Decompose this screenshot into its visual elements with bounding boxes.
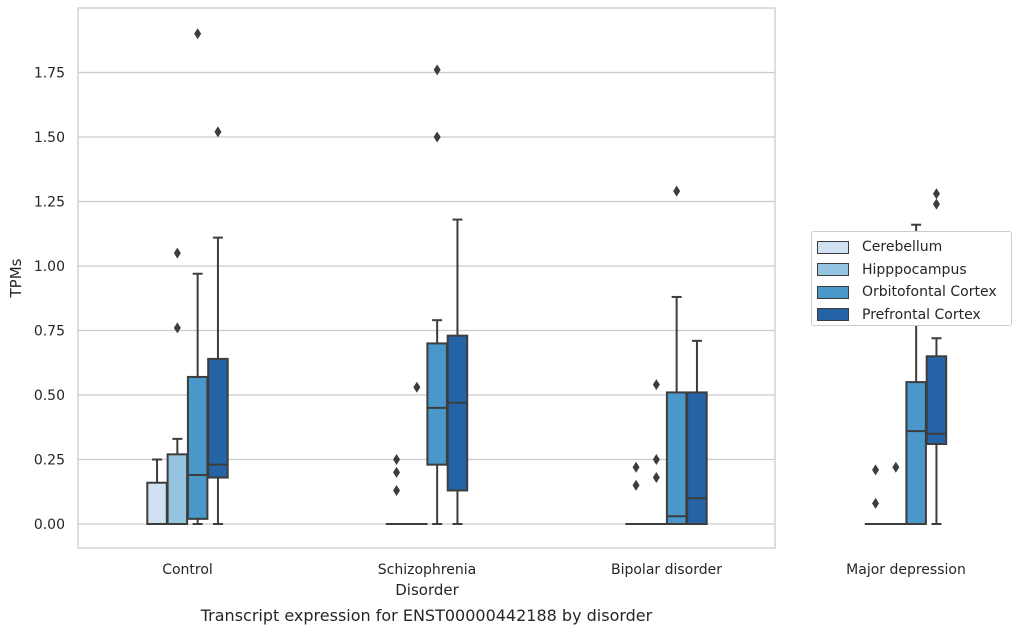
legend-label: Cerebellum [862, 239, 943, 256]
outlier-point [413, 381, 421, 393]
legend-swatch [817, 285, 849, 299]
outlier-point [393, 454, 401, 465]
y-tick-label: 1.75 [34, 66, 65, 82]
outlier-point [652, 454, 660, 465]
legend-item: Hipppocampus [817, 259, 1011, 282]
legend-swatch [817, 263, 849, 277]
legend-item: Prefrontal Cortex [817, 304, 1011, 327]
outlier-point [194, 28, 202, 40]
outlier-point [932, 198, 940, 210]
y-tick-label: 1.00 [34, 259, 65, 275]
y-tick-label: 0.75 [34, 324, 65, 340]
box-group [406, 381, 428, 526]
box [905, 381, 927, 525]
legend-swatch [817, 240, 849, 254]
box-group [645, 379, 668, 526]
box-group [207, 126, 229, 525]
box [166, 453, 189, 525]
box [665, 391, 688, 526]
outlier-point [173, 247, 181, 259]
x-tick-label: Control [162, 562, 213, 578]
outlier-point [872, 464, 880, 476]
box-group [446, 218, 469, 525]
outlier-point [433, 64, 441, 76]
box [925, 355, 948, 446]
outlier-point [632, 461, 640, 473]
outlier-point [652, 472, 660, 484]
legend-swatch [817, 308, 849, 322]
y-axis-title: TPMs [7, 258, 25, 298]
legend: Cerebellum Hipppocampus Orbitofontal Corte… [811, 231, 1012, 326]
y-tick-label: 0.50 [34, 388, 65, 404]
outlier-point [932, 188, 940, 200]
box-group [864, 464, 887, 526]
outlier-point [393, 466, 401, 478]
outlier-point [892, 461, 900, 473]
box-group [426, 64, 448, 525]
box [146, 481, 168, 525]
box-group [925, 188, 948, 525]
box [426, 342, 448, 466]
x-axis-ticks: Control Schizophrenia Bipolar disorder Majo… [162, 562, 966, 578]
x-tick-label: Major depression [846, 562, 966, 578]
outlier-point [652, 379, 660, 391]
outlier-point [214, 126, 222, 138]
y-tick-label: 1.50 [34, 130, 65, 146]
outlier-point [173, 322, 181, 334]
box [446, 334, 469, 492]
boxes [146, 28, 948, 526]
legend-label: Prefrontal Cortex [862, 306, 981, 323]
y-tick-label: 0.25 [34, 453, 65, 469]
box-group [625, 461, 647, 526]
box-group [166, 247, 189, 525]
chart-caption: Transcript expression for ENST0000044218… [200, 606, 653, 625]
box [686, 391, 708, 526]
box [207, 357, 229, 479]
box-group [385, 454, 408, 526]
box-group [146, 458, 168, 525]
y-axis-ticks: 0.00 0.25 0.50 0.75 1.00 1.25 1.50 1.75 [34, 66, 65, 534]
x-axis-title: Disorder [395, 581, 459, 599]
legend-label: Hipppocampus [862, 261, 967, 278]
outlier-point [673, 185, 681, 197]
x-tick-label: Bipolar disorder [611, 562, 722, 578]
y-tick-label: 1.25 [34, 195, 65, 211]
outlier-point [872, 497, 880, 509]
outlier-point [433, 131, 441, 143]
legend-label: Orbitofontal Cortex [862, 284, 997, 301]
plot-frame [77, 7, 776, 549]
legend-item: Orbitofontal Cortex [817, 281, 1011, 304]
box-group [665, 185, 688, 526]
outlier-point [393, 484, 401, 496]
x-tick-label: Schizophrenia [378, 562, 476, 578]
box-group [686, 339, 708, 526]
outlier-point [632, 479, 640, 491]
box-group [186, 28, 209, 525]
box [186, 375, 209, 520]
y-tick-label: 0.00 [34, 517, 65, 533]
legend-item: Cerebellum [817, 236, 1011, 259]
